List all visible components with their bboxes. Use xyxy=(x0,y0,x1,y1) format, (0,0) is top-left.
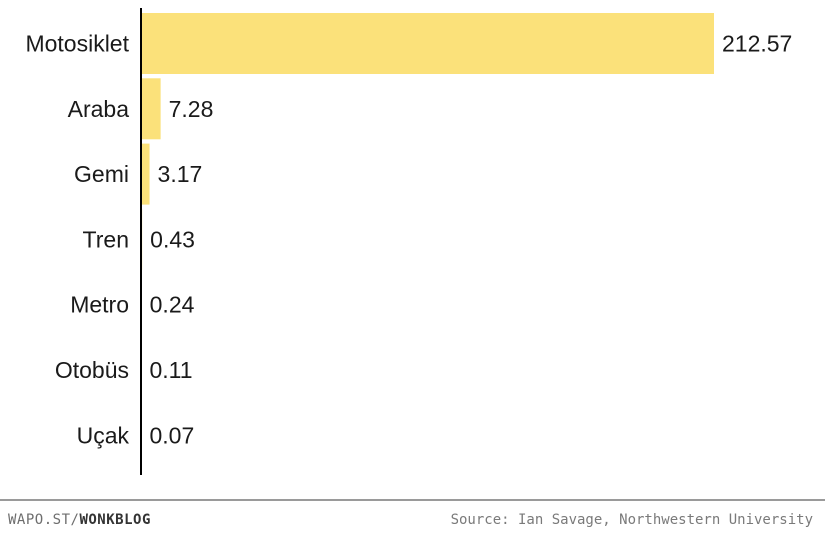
bar-2 xyxy=(141,143,150,205)
category-label: Gemi xyxy=(74,161,129,187)
category-label: Otobüs xyxy=(55,357,129,383)
category-label: Tren xyxy=(83,226,129,252)
brand-credit: WAPO.ST/WONKBLOG xyxy=(8,512,151,528)
value-label: 0.11 xyxy=(150,357,193,383)
brand-name: WONKBLOG xyxy=(79,512,151,528)
category-label: Araba xyxy=(68,96,130,122)
brand-prefix: WAPO.ST/ xyxy=(8,512,80,528)
category-label: Motosiklet xyxy=(25,31,129,57)
value-label: 0.43 xyxy=(150,226,195,252)
value-label: 0.24 xyxy=(150,292,195,318)
bar-1 xyxy=(141,78,161,140)
bar-0 xyxy=(141,13,714,74)
category-label: Metro xyxy=(70,292,129,318)
value-label: 7.28 xyxy=(169,96,214,122)
source-note: Source: Ian Savage, Northwestern Univers… xyxy=(450,512,813,528)
value-label: 0.07 xyxy=(150,422,195,448)
value-label: 3.17 xyxy=(158,161,203,187)
bar-chart: Motosiklet 212.57 Araba 7.28 Gemi 3.17 Tren 0.4… xyxy=(25,8,792,475)
value-label: 212.57 xyxy=(722,31,792,57)
footer: WAPO.ST/WONKBLOG Source: Ian Savage, Nor… xyxy=(0,499,825,535)
category-label: Uçak xyxy=(77,422,130,448)
